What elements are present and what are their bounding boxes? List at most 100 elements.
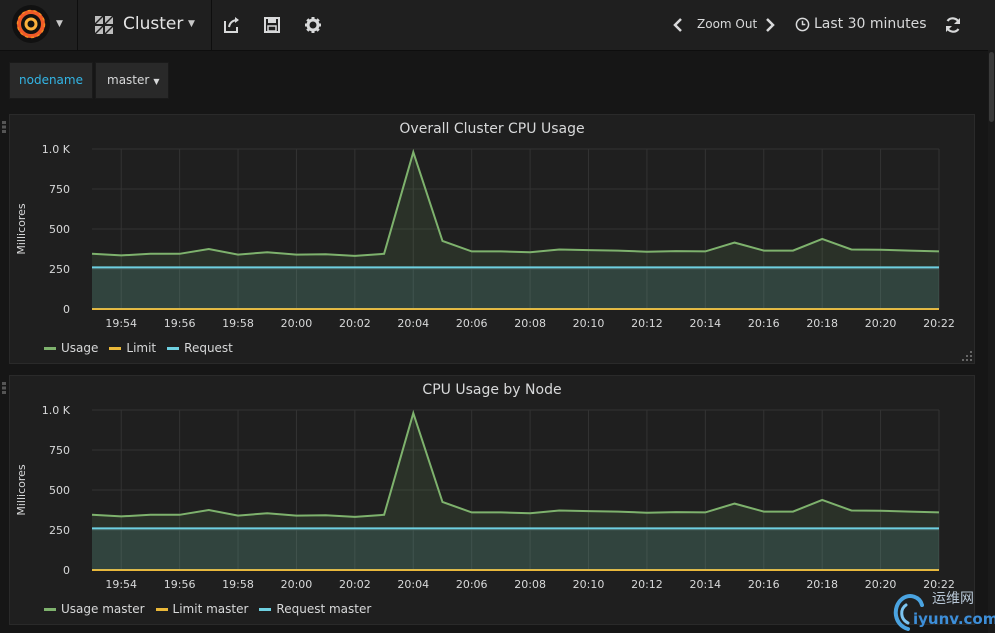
panel-resize-handle-icon[interactable] (962, 351, 972, 361)
x-tick-label: 20:08 (514, 578, 546, 591)
legend-swatch (167, 346, 180, 350)
y-tick-label: 750 (49, 444, 70, 457)
y-tick-label: 750 (49, 183, 70, 196)
watermark-logo-icon (893, 594, 924, 631)
y-tick-label: 500 (49, 223, 70, 236)
site-watermark: 运维网 iyunv.com (888, 585, 995, 633)
row-drag-handle-icon[interactable] (2, 121, 6, 133)
watermark-text: 运维网 (932, 591, 974, 607)
variable-nodename-value: master (107, 73, 150, 87)
x-tick-label: 20:02 (339, 317, 371, 330)
chart-legend: Usage master Limit master Request master (44, 602, 382, 616)
y-tick-label: 1.0 K (42, 143, 71, 156)
settings-gear-icon[interactable] (303, 15, 323, 35)
x-tick-label: 20:18 (806, 578, 838, 591)
x-tick-label: 19:54 (105, 578, 137, 591)
x-tick-label: 20:22 (923, 317, 955, 330)
x-tick-label: 20:12 (631, 578, 663, 591)
legend-label: Usage master (61, 602, 145, 616)
dashboard-picker[interactable]: Cluster ▼ (78, 0, 212, 50)
series-line-usage-master (91, 409, 940, 518)
series-area-request-master (92, 528, 939, 570)
time-range-picker[interactable]: Last 30 minutes (814, 16, 927, 32)
dashboard-title: Cluster (123, 14, 184, 34)
legend-label: Request (184, 341, 233, 355)
row-drag-handle-icon[interactable] (2, 382, 6, 394)
clock-icon (795, 17, 810, 32)
legend-item-usage[interactable]: Usage (44, 341, 98, 355)
page-scrollbar-thumb[interactable] (989, 52, 994, 122)
x-tick-label: 20:16 (748, 578, 780, 591)
legend-item-limit-master[interactable]: Limit master (155, 602, 249, 616)
zoom-out-button[interactable]: Zoom Out (697, 17, 758, 31)
y-tick-label: 500 (49, 484, 70, 497)
save-icon[interactable] (262, 15, 282, 35)
legend-label: Limit master (172, 602, 249, 616)
x-tick-label: 20:10 (573, 578, 605, 591)
legend-label: Request master (276, 602, 372, 616)
x-tick-label: 19:56 (164, 317, 196, 330)
x-tick-label: 20:20 (865, 578, 897, 591)
panel-title[interactable]: Overall Cluster CPU Usage (399, 121, 585, 137)
x-tick-label: 20:00 (281, 578, 313, 591)
x-tick-label: 19:58 (222, 317, 254, 330)
legend-label: Usage (61, 341, 99, 355)
x-tick-label: 20:10 (573, 317, 605, 330)
legend-swatch (109, 346, 122, 350)
chart-cpu-usage-by-node: 0 250 500 750 1.0 K 19:54 19:56 19:58 20:00 20:02… (15, 404, 955, 591)
panel-overall-cluster-cpu: Overall Cluster CPU Usage 0 250 500 750 1.0 … (9, 114, 975, 364)
chart-legend: Usage Limit Request (44, 341, 244, 355)
series-area-usage (92, 152, 939, 309)
y-tick-label: 0 (63, 303, 70, 316)
refresh-icon[interactable] (943, 15, 963, 35)
x-tick-label: 20:14 (689, 578, 721, 591)
variable-caret-icon: ▼ (153, 77, 160, 86)
x-tick-label: 20:04 (397, 317, 429, 330)
time-shift-back-icon[interactable] (672, 15, 684, 35)
panel-cpu-usage-by-node: CPU Usage by Node 0 250 500 750 1.0 K 19:54 19… (9, 375, 975, 625)
x-tick-label: 20:12 (631, 317, 663, 330)
x-tick-label: 19:56 (164, 578, 196, 591)
series-area-request (92, 267, 939, 309)
variable-nodename-select[interactable]: master ▼ (95, 62, 169, 99)
legend-item-request[interactable]: Request (167, 341, 233, 355)
x-tick-label: 20:20 (865, 317, 897, 330)
dashboard-caret-icon: ▼ (188, 19, 195, 29)
time-shift-forward-icon[interactable] (764, 15, 776, 35)
top-navbar: ▼ Cluster ▼ Zoom Out (0, 0, 995, 51)
dashboard-grid-icon (94, 15, 114, 35)
legend-swatch (44, 346, 56, 350)
menu-caret-icon: ▼ (56, 19, 63, 29)
x-tick-label: 20:22 (923, 578, 955, 591)
x-tick-label: 20:00 (281, 317, 313, 330)
x-tick-label: 20:16 (748, 317, 780, 330)
x-tick-label: 20:08 (514, 317, 546, 330)
grafana-menu[interactable]: ▼ (0, 0, 78, 50)
y-axis-label: Millicores (15, 464, 28, 516)
y-tick-label: 0 (63, 564, 70, 577)
legend-item-usage-master[interactable]: Usage master (44, 602, 145, 616)
grafana-logo[interactable] (12, 5, 50, 43)
x-tick-label: 20:06 (456, 578, 488, 591)
grafana-logo-icon (16, 9, 46, 39)
x-tick-label: 19:54 (105, 317, 137, 330)
x-tick-label: 20:14 (689, 317, 721, 330)
legend-swatch (259, 607, 272, 611)
y-axis-label: Millicores (15, 203, 28, 255)
chart-overall-cluster-cpu: 0 250 500 750 1.0 K 19:54 19:56 19:58 20:00 20:02… (15, 143, 955, 330)
y-tick-label: 250 (49, 524, 70, 537)
x-tick-label: 20:06 (456, 317, 488, 330)
panel-title[interactable]: CPU Usage by Node (422, 382, 562, 398)
legend-item-request-master[interactable]: Request master (259, 602, 371, 616)
x-tick-label: 20:02 (339, 578, 371, 591)
variable-nodename-label: nodename (9, 62, 93, 99)
x-tick-label: 19:58 (222, 578, 254, 591)
page-scrollbar[interactable] (988, 50, 995, 633)
share-icon[interactable] (222, 15, 242, 35)
x-tick-label: 20:04 (397, 578, 429, 591)
watermark-subtext: iyunv.com (913, 610, 995, 628)
legend-item-limit[interactable]: Limit (109, 341, 156, 355)
legend-swatch (44, 607, 56, 611)
y-tick-label: 1.0 K (42, 404, 71, 417)
series-area-usage-master (92, 413, 939, 570)
